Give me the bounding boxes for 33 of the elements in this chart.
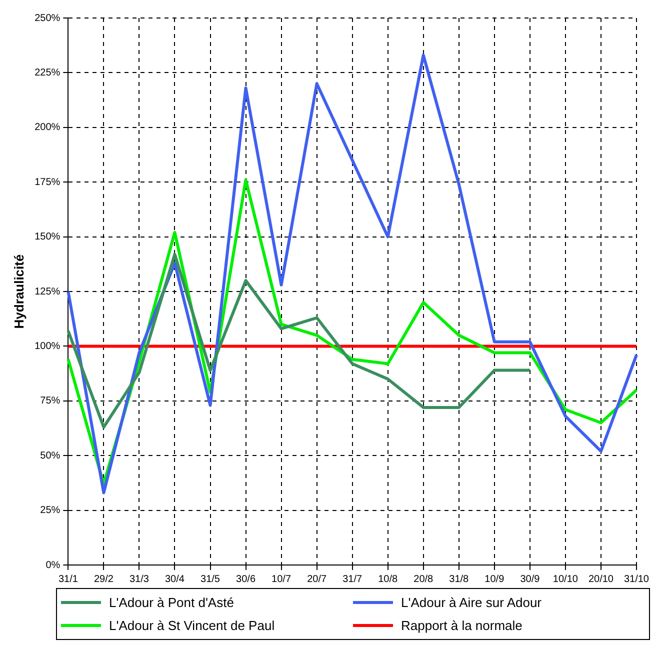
x-tick-label: 31/7	[342, 574, 362, 585]
x-tick-label: 10/9	[484, 574, 505, 585]
x-tick-label: 31/1	[58, 574, 78, 585]
y-tick-label: 250%	[34, 12, 60, 24]
x-tick-label: 20/7	[307, 574, 327, 585]
x-tick-label: 30/4	[165, 574, 185, 585]
x-tick-label: 30/6	[236, 574, 256, 585]
x-tick-label: 10/8	[378, 574, 398, 585]
x-tick-label: 31/3	[129, 574, 150, 585]
y-tick-label: 200%	[34, 122, 60, 134]
x-tick-label: 10/10	[552, 574, 578, 585]
legend-label: L'Adour à St Vincent de Paul	[109, 618, 275, 633]
y-tick-label: 25%	[40, 505, 60, 516]
x-tick-label: 30/9	[520, 574, 540, 585]
y-tick-label: 50%	[40, 450, 60, 462]
legend-label: Rapport à la normale	[401, 618, 522, 633]
y-tick-label: 175%	[34, 176, 60, 188]
x-tick-label: 10/7	[272, 574, 292, 585]
y-tick-label: 125%	[34, 286, 60, 298]
x-tick-label: 29/2	[94, 574, 114, 585]
x-tick-label: 20/8	[414, 574, 434, 585]
x-tick-label: 31/5	[200, 574, 220, 585]
legend-label: L'Adour à Aire sur Adour	[401, 595, 542, 610]
x-tick-label: 31/10	[624, 574, 650, 585]
y-tick-label: 0%	[46, 560, 60, 571]
y-tick-label: 75%	[40, 396, 60, 407]
x-tick-label: 20/10	[588, 574, 614, 585]
y-axis-title: Hydraulicité	[11, 254, 26, 329]
y-tick-label: 225%	[34, 67, 60, 78]
y-tick-label: 150%	[34, 232, 60, 243]
x-tick-label: 31/8	[449, 574, 470, 585]
legend-label: L'Adour à Pont d'Asté	[109, 595, 234, 610]
y-tick-label: 100%	[34, 340, 60, 352]
